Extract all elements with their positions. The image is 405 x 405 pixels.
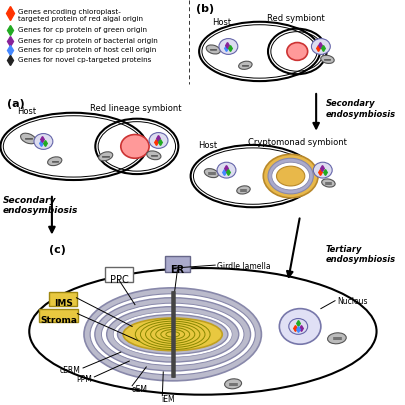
Text: Tertiary
endosymbiosis: Tertiary endosymbiosis (325, 245, 395, 264)
Ellipse shape (98, 152, 113, 161)
Text: Genes for cp protein of bacterial origin: Genes for cp protein of bacterial origin (18, 38, 157, 44)
FancyBboxPatch shape (104, 267, 133, 282)
Ellipse shape (238, 61, 252, 69)
Text: Host: Host (212, 18, 231, 27)
Text: Genes for cp protein of host cell origin: Genes for cp protein of host cell origin (18, 47, 156, 53)
Ellipse shape (267, 158, 313, 194)
Ellipse shape (204, 168, 218, 178)
Ellipse shape (217, 162, 235, 178)
Ellipse shape (271, 162, 309, 190)
Text: Genes for cp protein of green origin: Genes for cp protein of green origin (18, 27, 147, 33)
Ellipse shape (327, 333, 345, 344)
Ellipse shape (263, 154, 317, 198)
Text: Genes for novel cp-targeted proteins: Genes for novel cp-targeted proteins (18, 58, 151, 63)
Text: Stroma: Stroma (40, 315, 77, 324)
Ellipse shape (21, 133, 36, 144)
Text: iEM: iEM (161, 395, 175, 404)
Ellipse shape (236, 186, 249, 194)
Text: Girdle lamella: Girdle lamella (217, 262, 270, 271)
Text: (c): (c) (49, 245, 66, 255)
Ellipse shape (107, 307, 238, 362)
Text: (a): (a) (6, 99, 24, 109)
Ellipse shape (206, 45, 220, 54)
Ellipse shape (121, 134, 149, 158)
Text: Red symbiont: Red symbiont (266, 14, 324, 23)
Ellipse shape (224, 379, 241, 389)
Text: PPM: PPM (77, 375, 92, 384)
Ellipse shape (218, 38, 237, 54)
Ellipse shape (149, 132, 168, 148)
Ellipse shape (101, 303, 243, 365)
Ellipse shape (113, 311, 232, 357)
Text: cERM: cERM (59, 366, 80, 375)
Ellipse shape (320, 55, 333, 64)
Ellipse shape (34, 134, 53, 149)
Ellipse shape (286, 43, 307, 60)
Text: Secondary
endosymbiosis: Secondary endosymbiosis (325, 99, 395, 119)
Text: PPC: PPC (109, 275, 128, 285)
FancyBboxPatch shape (165, 256, 189, 272)
Ellipse shape (95, 298, 250, 371)
Text: targeted protein of red algal origin: targeted protein of red algal origin (18, 16, 143, 22)
Text: Host: Host (198, 141, 217, 150)
Text: ER: ER (170, 265, 184, 275)
FancyBboxPatch shape (38, 309, 78, 322)
Ellipse shape (123, 318, 222, 351)
Text: Host: Host (17, 107, 36, 116)
Ellipse shape (47, 157, 62, 166)
Ellipse shape (311, 38, 330, 54)
Ellipse shape (146, 151, 160, 160)
Ellipse shape (313, 162, 331, 178)
Ellipse shape (288, 318, 307, 335)
Ellipse shape (321, 179, 334, 187)
Ellipse shape (117, 315, 227, 354)
Text: (b): (b) (196, 4, 214, 14)
FancyBboxPatch shape (49, 292, 77, 306)
Text: Genes encoding chloroplast-: Genes encoding chloroplast- (18, 9, 121, 15)
Ellipse shape (90, 294, 255, 375)
Text: Cryptomonad symbiont: Cryptomonad symbiont (247, 139, 346, 147)
Text: IMS: IMS (53, 299, 72, 308)
Text: Red lineage symbiont: Red lineage symbiont (90, 104, 181, 113)
Ellipse shape (276, 166, 304, 186)
Ellipse shape (84, 288, 261, 381)
Text: Secondary
endosymbiosis: Secondary endosymbiosis (3, 196, 78, 215)
Text: oEM: oEM (131, 385, 147, 394)
Text: Nucleus: Nucleus (336, 297, 367, 306)
Ellipse shape (279, 309, 320, 344)
